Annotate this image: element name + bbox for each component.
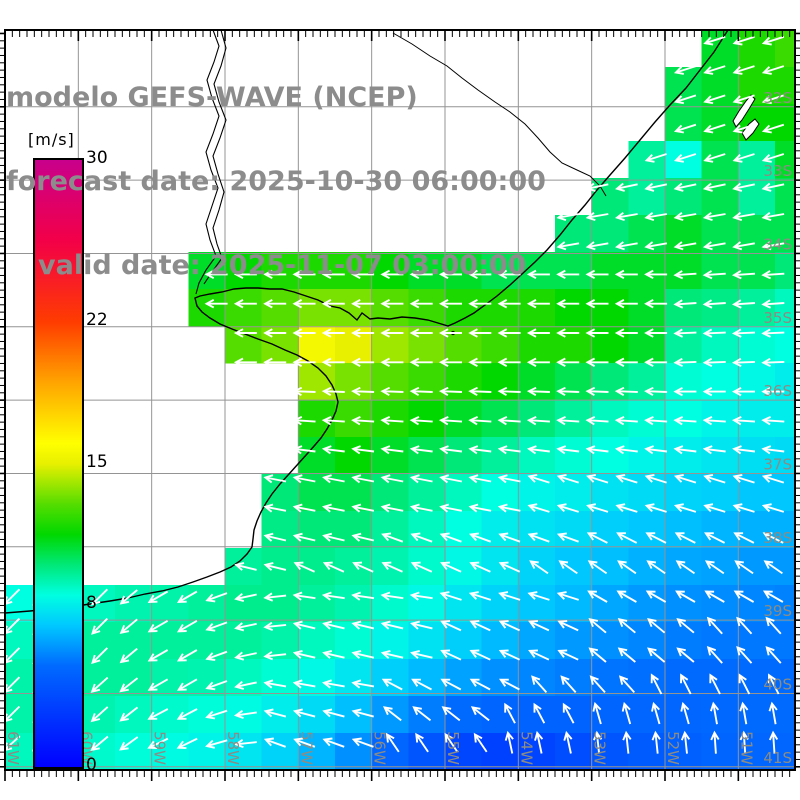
svg-text:59W: 59W xyxy=(151,731,169,765)
colorbar-unit-label: [m/s] xyxy=(28,130,75,149)
svg-text:40S: 40S xyxy=(763,675,792,693)
svg-text:32S: 32S xyxy=(763,89,792,107)
svg-text:51W: 51W xyxy=(737,731,755,765)
valid-date-line: valid date: 2025-11-07 03:00:00 xyxy=(38,250,527,281)
colorbar-tick-label: 0 xyxy=(86,755,97,775)
longitude-labels: 61W 60W 59W 58W 57W 56W 55W 54W 53W 52W 51W xyxy=(4,731,755,765)
svg-text:58W: 58W xyxy=(224,731,242,765)
svg-text:39S: 39S xyxy=(763,602,792,620)
svg-text:55W: 55W xyxy=(444,731,462,765)
svg-text:36S: 36S xyxy=(763,382,792,400)
map-frame xyxy=(0,29,800,781)
svg-text:35S: 35S xyxy=(763,309,792,327)
svg-text:53W: 53W xyxy=(591,731,609,765)
coastline-layer xyxy=(4,29,760,614)
forecast-date-line: forecast date: 2025-10-30 06:00:00 xyxy=(6,166,546,197)
map-title-block: modelo GEFS-WAVE (NCEP) forecast date: 2… xyxy=(6,28,546,336)
svg-text:38S: 38S xyxy=(763,529,792,547)
latitude-labels: 32S 33S 34S 35S 36S 37S 38S 39S 40S 41S xyxy=(763,89,792,767)
model-name-title: modelo GEFS-WAVE (NCEP) xyxy=(6,82,418,113)
svg-text:54W: 54W xyxy=(517,731,535,765)
svg-text:61W: 61W xyxy=(4,731,22,765)
svg-text:33S: 33S xyxy=(763,162,792,180)
colorbar-tick-label: 8 xyxy=(86,593,97,614)
svg-text:57W: 57W xyxy=(297,731,315,765)
svg-text:41S: 41S xyxy=(763,749,792,767)
colorbar-gradient xyxy=(33,158,84,769)
svg-text:56W: 56W xyxy=(371,731,389,765)
svg-text:34S: 34S xyxy=(763,235,792,253)
colorbar-tick-label: 15 xyxy=(86,451,108,472)
svg-text:37S: 37S xyxy=(763,455,792,473)
colorbar-tick-label: 22 xyxy=(86,309,108,330)
svg-text:52W: 52W xyxy=(664,731,682,765)
colorbar-tick-label: 30 xyxy=(86,148,108,168)
